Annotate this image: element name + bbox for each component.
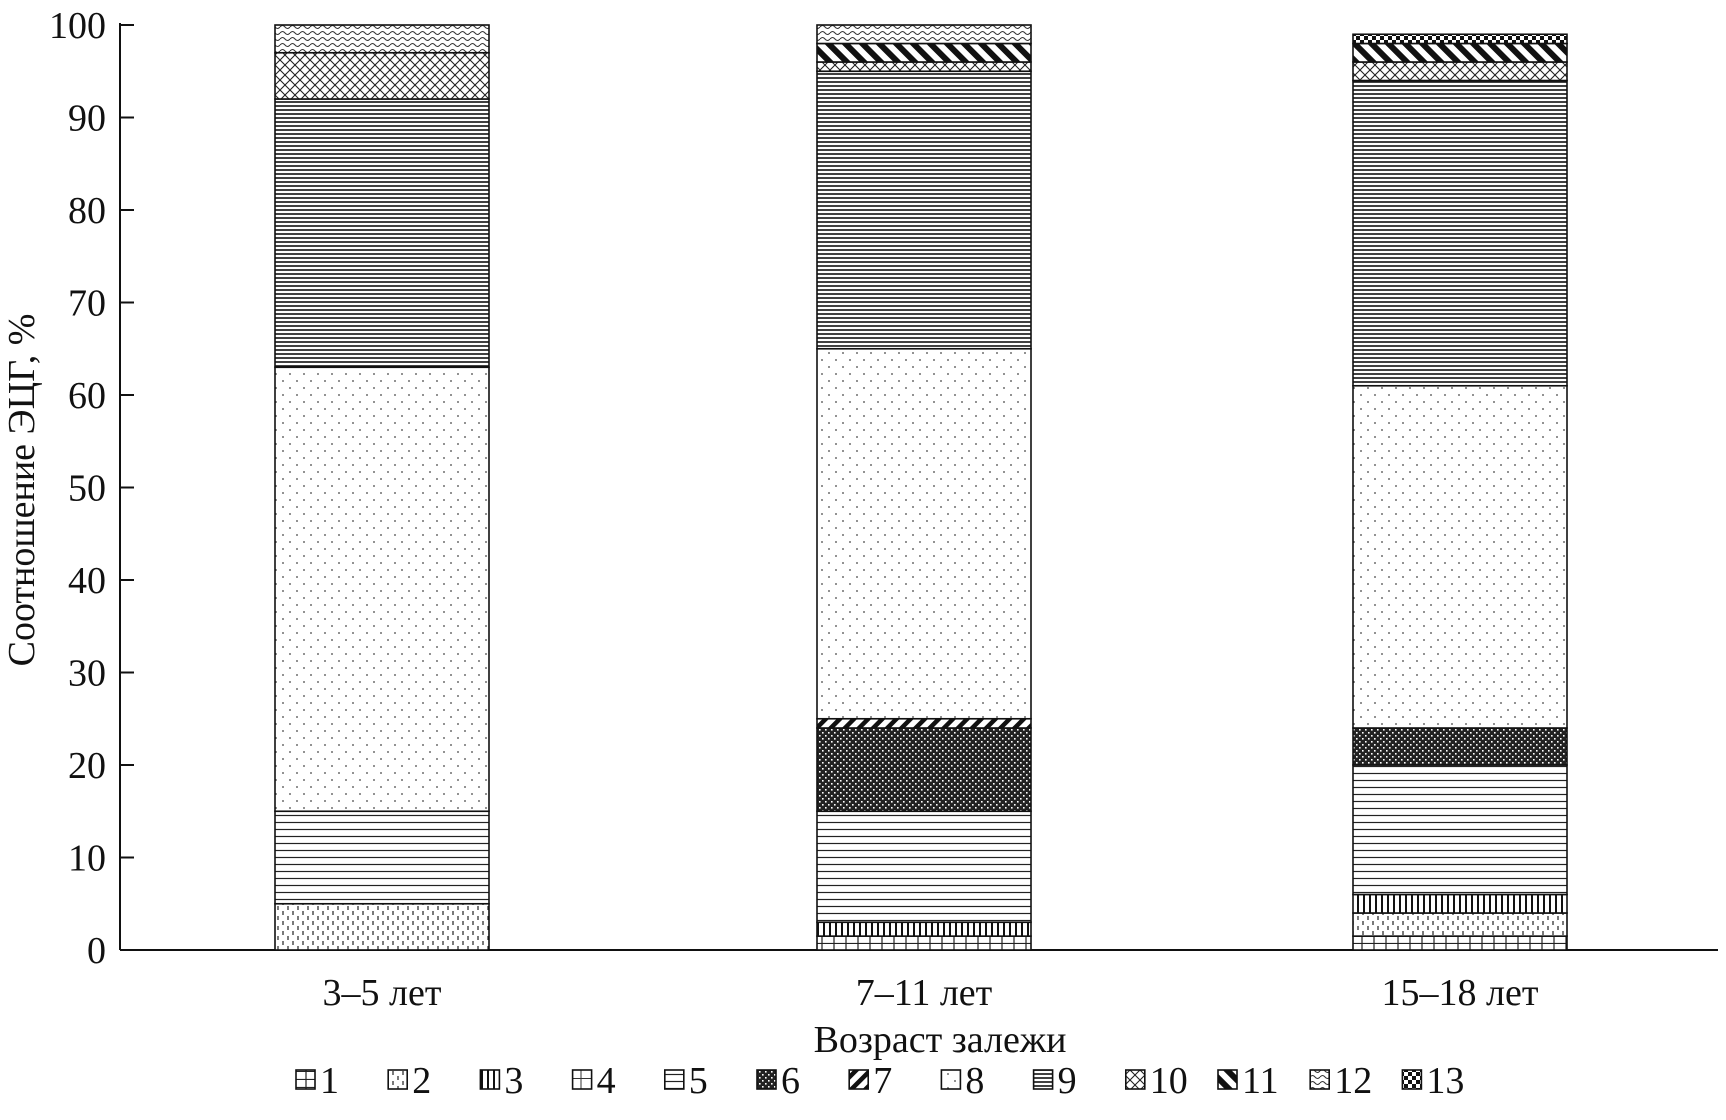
legend-swatch <box>479 1069 501 1090</box>
legend-label: 5 <box>689 1060 708 1102</box>
bar-segment-11 <box>1352 42 1568 63</box>
y-axis: 0 10 20 30 40 50 60 70 80 90 100 <box>49 5 134 972</box>
bar-segment-1 <box>816 935 1032 951</box>
legend-swatch <box>1309 1069 1330 1090</box>
legend-item: 1 <box>295 1060 339 1102</box>
legend-swatch <box>848 1069 870 1090</box>
legend-swatch <box>1401 1069 1423 1090</box>
bar-segment-10 <box>816 61 1032 73</box>
bar-segment-12 <box>816 24 1032 45</box>
legend-item: 2 <box>387 1060 431 1102</box>
bar-segment-13 <box>1352 33 1568 45</box>
legend-item: 6 <box>756 1060 800 1102</box>
y-tick-label: 90 <box>68 98 106 140</box>
legend-item: 4 <box>571 1060 616 1102</box>
bar-segment-5 <box>816 810 1032 924</box>
legend-item: 3 <box>479 1060 523 1102</box>
legend-label: 10 <box>1150 1060 1188 1102</box>
x-axis: 3–5 лет 7–11 лет 15–18 лет <box>120 949 1718 1014</box>
legend-label: 1 <box>320 1060 339 1102</box>
bar-segment-6 <box>816 727 1032 813</box>
bar-segment-11 <box>816 42 1032 63</box>
legend-label: 8 <box>965 1060 984 1102</box>
y-tick-label: 50 <box>68 468 106 510</box>
x-axis-title: Возраст залежи <box>814 1019 1067 1061</box>
legend-label: 12 <box>1334 1060 1372 1102</box>
y-tick-label: 10 <box>68 838 106 880</box>
y-tick-label: 100 <box>49 5 106 47</box>
x-tick-label: 3–5 лет <box>323 972 442 1014</box>
bar-segment-7 <box>816 717 1032 729</box>
y-tick-label: 0 <box>87 930 106 972</box>
bar-segment-3 <box>816 921 1032 937</box>
legend-label: 6 <box>781 1060 800 1102</box>
legend-swatch <box>571 1069 593 1090</box>
bars <box>274 24 1568 951</box>
bar-segment-3 <box>1352 893 1568 914</box>
bar-segment-9 <box>274 98 490 369</box>
bar-segment-9 <box>1352 79 1568 387</box>
y-tick-label: 20 <box>68 745 106 787</box>
x-tick-label: 15–18 лет <box>1382 972 1539 1014</box>
legend-swatch <box>1217 1069 1238 1090</box>
bar-segment-5 <box>1352 764 1568 896</box>
bar-stack <box>274 24 490 951</box>
bar-segment-10 <box>1352 61 1568 82</box>
bar-segment-6 <box>1352 727 1568 766</box>
bar-segment-8 <box>816 347 1032 720</box>
legend-swatch <box>295 1069 316 1090</box>
legend-item: 9 <box>1032 1060 1077 1102</box>
legend-item: 12 <box>1309 1060 1372 1102</box>
bar-segment-2 <box>1352 912 1568 937</box>
x-tick-label: 7–11 лет <box>856 972 993 1014</box>
bar-segment-8 <box>1352 384 1568 729</box>
legend-item: 5 <box>663 1060 708 1102</box>
bar-segment-2 <box>274 902 490 951</box>
legend-label: 11 <box>1242 1060 1279 1102</box>
legend-label: 13 <box>1426 1060 1464 1102</box>
bar-segment-5 <box>274 810 490 905</box>
legend-label: 7 <box>873 1060 892 1102</box>
legend-swatch <box>1125 1069 1146 1090</box>
legend-label: 9 <box>1058 1060 1077 1102</box>
bar-segment-8 <box>274 366 490 813</box>
legend-item: 8 <box>940 1060 984 1102</box>
bar-segment-1 <box>1352 935 1568 951</box>
legend: 1 2 3 4 5 6 7 8 9 10 11 12 13 <box>295 1060 1464 1102</box>
y-tick-label: 30 <box>68 653 106 695</box>
y-tick-label: 60 <box>68 375 106 417</box>
legend-item: 13 <box>1401 1060 1464 1102</box>
legend-swatch <box>663 1069 685 1090</box>
legend-item: 10 <box>1125 1060 1188 1102</box>
bar-segment-9 <box>816 70 1032 350</box>
legend-label: 4 <box>597 1060 616 1102</box>
legend-swatch <box>940 1069 962 1090</box>
bar-stack <box>1352 33 1568 951</box>
bar-segment-12 <box>274 24 490 54</box>
y-tick-label: 40 <box>68 560 106 602</box>
legend-item: 7 <box>848 1060 892 1102</box>
y-tick-label: 80 <box>68 190 106 232</box>
bar-stack <box>816 24 1032 951</box>
legend-swatch <box>387 1069 409 1090</box>
legend-swatch <box>1032 1069 1054 1090</box>
y-axis-title: Соотношение ЭЦГ, % <box>1 314 43 667</box>
legend-label: 2 <box>412 1060 431 1102</box>
legend-item: 11 <box>1217 1060 1279 1102</box>
bar-segment-10 <box>274 51 490 100</box>
y-tick-label: 70 <box>68 283 106 325</box>
legend-swatch <box>756 1069 777 1090</box>
legend-label: 3 <box>504 1060 523 1102</box>
